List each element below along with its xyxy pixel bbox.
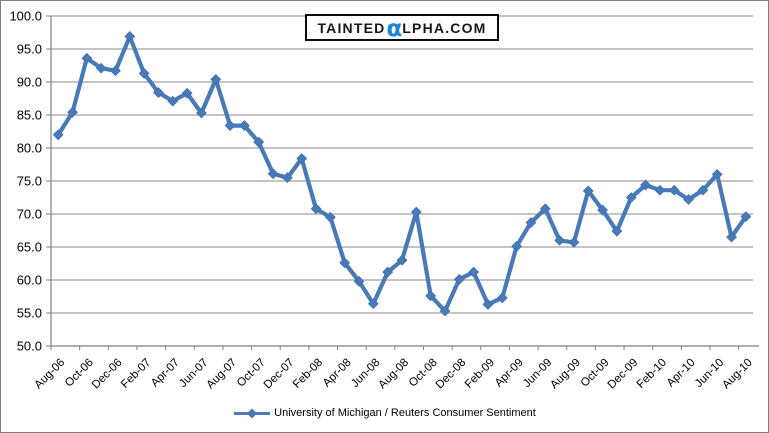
taintedalpha-logo: TAINTED α LPHA.COM [305,14,499,41]
data-point-marker [124,31,136,42]
x-axis-label: Feb-08 [291,357,325,391]
data-point-marker [196,107,207,119]
x-axis-label: Feb-10 [635,357,669,391]
x-axis-label: Feb-07 [119,357,153,391]
data-point-marker [52,129,64,141]
data-point-marker [110,65,121,77]
data-point-marker [410,206,422,218]
data-point-marker [740,211,752,223]
data-point-marker [468,266,480,278]
x-axis-label: Dec-06 [90,357,125,392]
x-axis-label: Apr-10 [665,357,698,390]
data-point-marker [697,184,709,196]
y-axis-label: 60.0 [17,273,42,288]
data-point-marker [511,240,523,252]
data-point-marker [353,275,365,287]
data-point-marker [310,203,322,215]
data-point-marker [253,136,265,148]
data-point-marker [582,185,594,197]
data-point-marker [153,87,164,98]
y-axis-label: 70.0 [17,207,42,222]
data-point-marker [167,95,179,107]
data-point-marker [138,68,150,79]
x-axis-label: Aug-10 [720,357,755,392]
y-axis-label: 100.0 [9,9,42,24]
data-point-marker [396,254,408,266]
y-axis-label: 80.0 [17,141,42,156]
data-point-marker [324,211,336,223]
x-axis-label: Apr-08 [321,357,354,390]
data-point-marker [640,179,651,191]
data-point-marker [482,299,494,310]
data-point-marker [339,257,351,269]
x-axis-label: Aug-08 [376,357,411,392]
data-point-marker [281,172,293,184]
data-point-marker [625,192,637,203]
logo-alpha-glyph: α [386,16,403,43]
data-point-marker [439,305,451,317]
logo-text-part1: TAINTED [317,19,386,36]
legend-series-label: University of Michigan / Reuters Consume… [274,406,536,419]
data-point-marker [67,106,78,118]
data-point-marker [654,184,666,196]
data-point-marker [453,273,465,285]
y-axis-label: 85.0 [17,108,42,123]
x-axis-label: Dec-09 [606,357,641,392]
data-point-marker [554,234,565,246]
y-axis-label: 55.0 [17,306,42,321]
logo-text-part2: LPHA.COM [402,19,487,36]
y-axis-label: 65.0 [17,240,42,255]
chart-legend: University of Michigan / Reuters Consume… [1,406,768,420]
y-axis-label: 75.0 [17,174,42,189]
data-point-marker [597,204,608,216]
data-point-marker [539,203,551,215]
data-point-marker [81,52,93,64]
x-axis-label: Feb-09 [463,357,497,391]
data-point-marker [296,153,308,164]
x-axis-label: Dec-07 [262,357,297,392]
data-point-marker [568,236,580,248]
data-point-marker [367,298,379,310]
x-axis-label: Dec-08 [434,357,469,392]
y-axis-label: 95.0 [17,42,42,57]
x-axis-label: Apr-07 [149,357,182,390]
data-point-marker [239,120,250,131]
data-point-marker [95,62,107,74]
data-point-marker [726,231,737,243]
data-point-marker [683,194,694,205]
data-point-marker [496,292,508,304]
data-point-marker [711,168,723,180]
x-axis-label: Aug-09 [548,357,583,392]
data-point-marker [181,87,193,99]
data-point-marker [224,120,236,131]
data-point-marker [525,217,537,228]
data-point-marker [382,266,394,278]
y-axis-label: 50.0 [17,339,42,354]
x-axis-label: Apr-09 [493,357,526,390]
data-point-marker [267,168,279,180]
y-axis-label: 90.0 [17,75,42,90]
data-point-marker [425,290,437,302]
series-line [56,34,748,314]
legend-line-marker-sample [234,407,271,419]
data-point-marker [611,225,623,237]
x-axis-label: Aug-07 [204,357,239,392]
data-point-marker [210,73,222,85]
x-axis-label: Aug-06 [33,357,68,392]
data-point-marker [668,184,680,196]
